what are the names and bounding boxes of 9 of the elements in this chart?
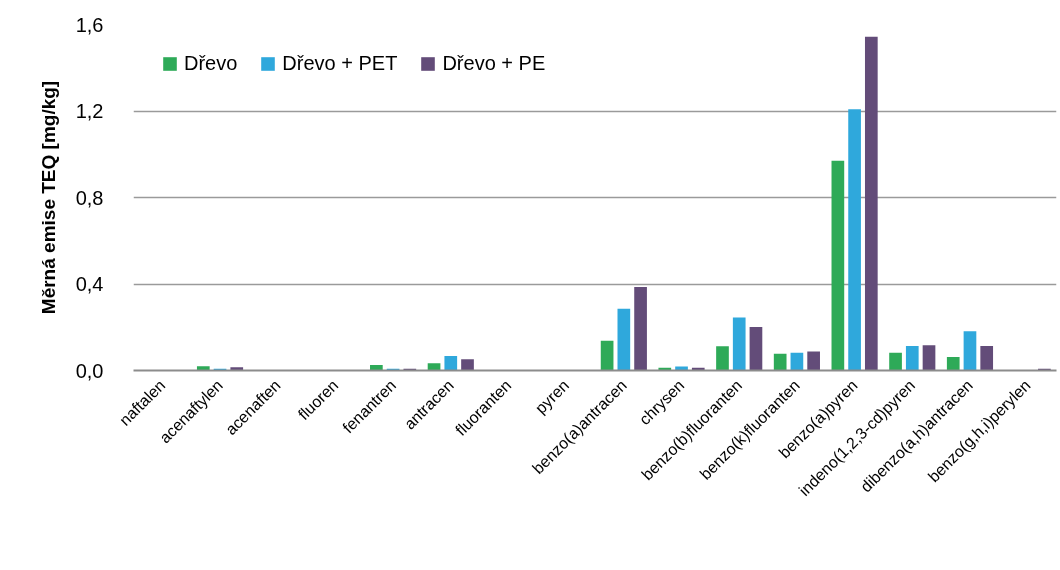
- y-tick-label: 0,8: [75, 186, 104, 209]
- y-tick-label: 0,0: [75, 359, 104, 382]
- y-tick-label: 1,2: [75, 100, 104, 122]
- legend-label: Dřevo + PE: [442, 52, 546, 75]
- y-tick-label: 1,6: [75, 13, 104, 36]
- y-axis-title: Měrná emise TEQ [mg/kg]: [37, 80, 59, 315]
- legend-label: Dřevo: [184, 52, 238, 75]
- y-tick-label: 0,4: [75, 273, 104, 295]
- legend-label: Dřevo + PET: [282, 52, 398, 75]
